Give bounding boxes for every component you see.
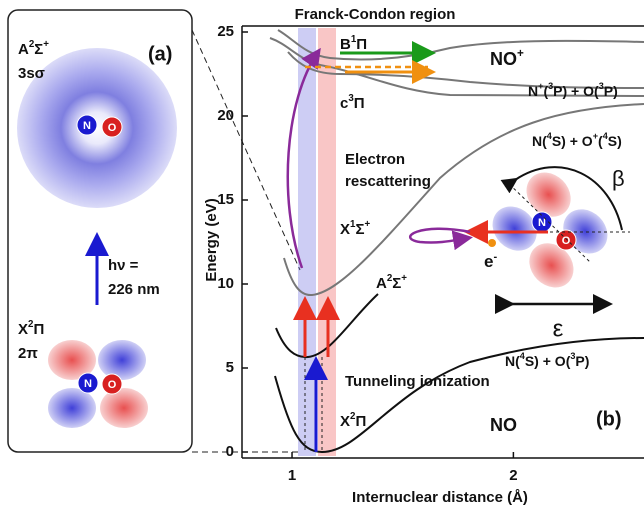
photon-label: 226 nm [108, 281, 160, 298]
figure: N O (a) A2Σ+ 3sσ hν = 226 nm X2Π 2π N O … [0, 0, 644, 512]
superscript: + [364, 219, 370, 230]
limit-label: N(4S) + O(3P) [505, 351, 589, 368]
superscript: + [517, 47, 524, 60]
label-part: N( [532, 133, 547, 149]
field-label: ε [553, 315, 564, 342]
y-tick-label: 20 [217, 107, 234, 124]
state-label: X2Π [340, 411, 366, 430]
label-part: Σ [355, 221, 364, 238]
label-part: S) + O( [525, 353, 571, 369]
state-label: c3Π [340, 93, 365, 112]
limit-label: N(4S) + O+(4S) [532, 131, 622, 148]
electron-path [410, 229, 470, 243]
y-tick-label: 15 [217, 191, 234, 208]
angle-label: β [612, 166, 625, 191]
label-part: c [340, 95, 348, 112]
label-part: B [340, 36, 351, 53]
x-axis-title: Internuclear distance (Å) [352, 489, 528, 506]
label-part: Σ [34, 41, 43, 58]
superscript: + [401, 273, 407, 284]
label-part: Π [354, 95, 365, 112]
label-part: Σ [392, 275, 401, 292]
atom-label: O [108, 122, 117, 134]
panel-tag: (b) [596, 408, 622, 430]
label-part: X [18, 321, 28, 338]
label-part: e [484, 252, 493, 271]
label-part: S) + O [552, 133, 593, 149]
label-part: Π [355, 413, 366, 430]
label-part: P) [575, 353, 589, 369]
atom-label: O [562, 235, 571, 247]
atom-label: O [108, 379, 117, 391]
label-part: P) [604, 83, 618, 99]
label-part: X [340, 221, 350, 238]
label-part: A [376, 275, 387, 292]
y-tick-label: 10 [217, 275, 234, 292]
label-part: NO [490, 415, 517, 435]
species-label: NO+ [490, 47, 524, 69]
fc-band [318, 28, 336, 456]
state-label: B1Π [340, 34, 367, 53]
state-label: X1Σ+ [340, 219, 370, 238]
orbital-label: 2π [18, 345, 38, 362]
label-part: P) + O( [553, 83, 599, 99]
orbital-label: 3sσ [18, 65, 45, 82]
photon-label: hν = [108, 257, 139, 274]
y-tick-label: 5 [226, 359, 234, 376]
atom-label: N [84, 378, 92, 390]
y-tick-label: 0 [226, 443, 234, 460]
superscript: + [43, 39, 49, 50]
label-part: Π [356, 36, 367, 53]
region-label: Franck-Condon region [295, 6, 456, 23]
label-part: A [18, 41, 29, 58]
process-label: Electron [345, 151, 405, 168]
superscript: - [493, 251, 497, 263]
y-axis-title: Energy (eV) [203, 198, 220, 281]
atom-label: N [83, 120, 91, 132]
label-part: NO [490, 49, 517, 69]
label-part: N( [505, 353, 520, 369]
panel-tag: (a) [148, 43, 172, 65]
electron [488, 239, 496, 247]
electron-label: e- [484, 251, 497, 272]
label-part: S) [608, 133, 622, 149]
state-label: A2Σ+ [376, 273, 407, 292]
x-tick-label: 1 [288, 467, 296, 484]
process-label: Tunneling ionization [345, 373, 490, 390]
x-tick-label: 2 [509, 467, 517, 484]
species-label: NO [490, 415, 517, 435]
label-part: N [528, 83, 538, 99]
label-part: Π [33, 321, 44, 338]
y-tick-label: 25 [217, 23, 234, 40]
label-part: X [340, 413, 350, 430]
process-label: rescattering [345, 173, 431, 190]
